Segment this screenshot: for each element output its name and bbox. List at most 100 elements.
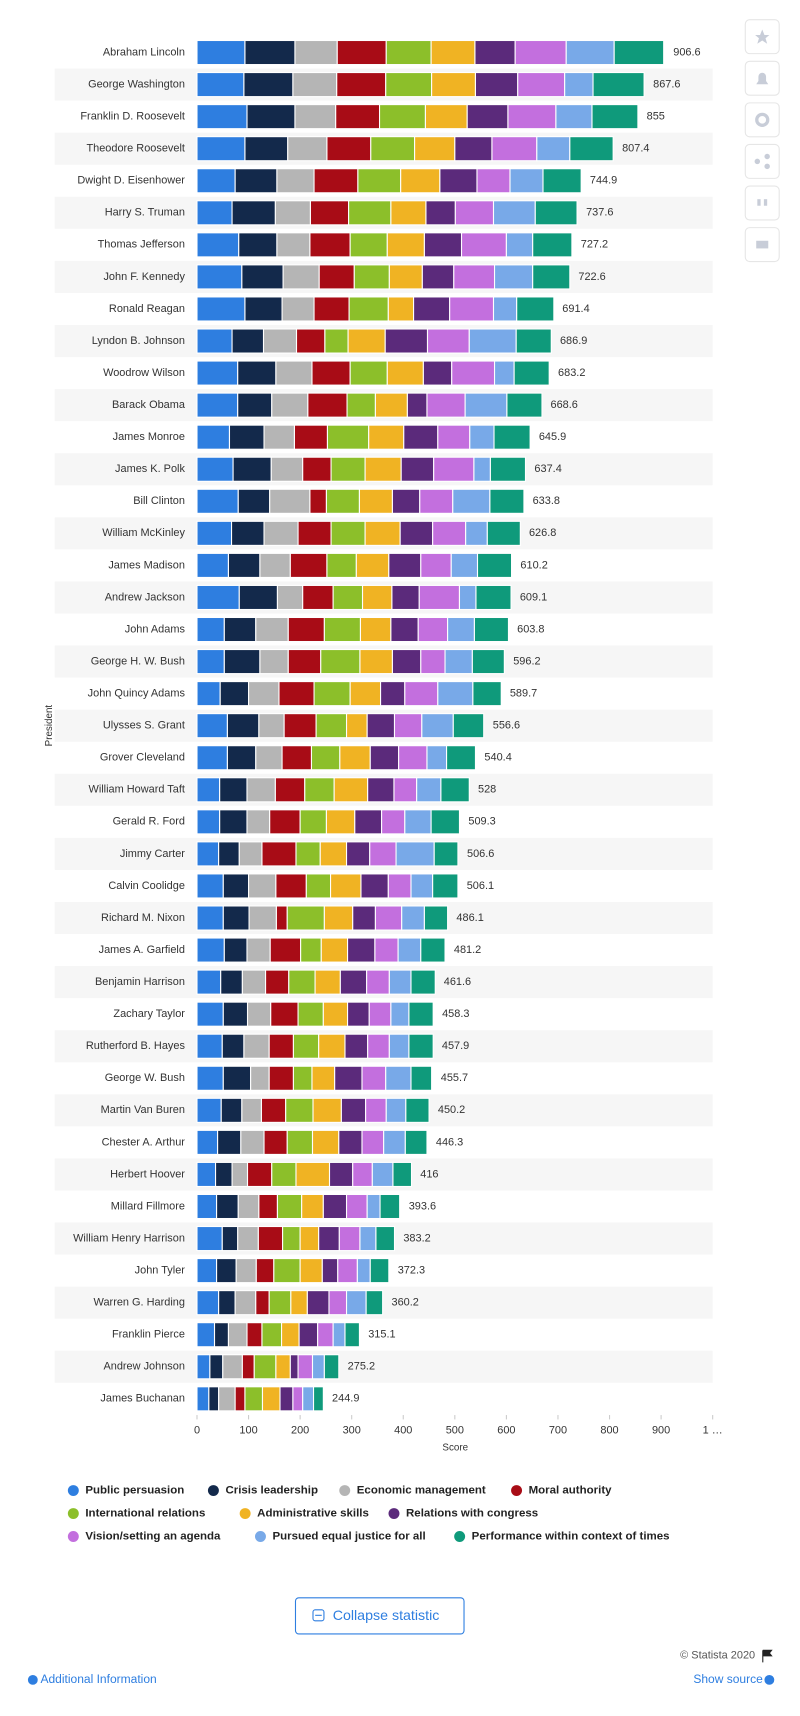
bar-segment	[569, 136, 614, 162]
legend-swatch	[339, 1485, 351, 1497]
bar-segment	[344, 1033, 369, 1059]
legend-label: Moral authority	[529, 1485, 613, 1497]
bar-segment	[196, 681, 221, 707]
bar-segment	[419, 488, 454, 514]
bar-segment	[395, 841, 435, 867]
total-label: 458.3	[442, 1008, 469, 1020]
bar-segment	[452, 488, 491, 514]
total-label: 509.3	[468, 816, 495, 828]
bar-segment	[300, 937, 322, 963]
bar-segment	[390, 200, 427, 226]
bar-segment	[196, 1161, 217, 1188]
bar-segment	[305, 873, 332, 899]
bar-segment	[354, 809, 383, 835]
bar-segment	[385, 39, 432, 66]
y-tick-label: James Buchanan	[100, 1393, 185, 1405]
bar-segment	[369, 841, 397, 867]
bar-segment	[466, 104, 509, 130]
bar-segment	[345, 1290, 367, 1316]
bar-segment	[196, 1065, 224, 1091]
bar-segment	[340, 1097, 367, 1123]
bar-segment	[404, 681, 439, 707]
bar-segment	[384, 328, 429, 354]
bar-segment	[337, 1258, 358, 1284]
bar-segment	[330, 520, 366, 546]
bar-segment	[241, 1097, 262, 1123]
bar-segment	[299, 1225, 320, 1252]
bar-segment	[223, 937, 248, 963]
bar-segment	[345, 713, 368, 739]
bar-segment	[358, 488, 393, 514]
bar-segment	[196, 648, 225, 675]
total-label: 668.6	[551, 399, 578, 411]
bar-segment	[218, 1290, 236, 1316]
y-tick-label: John F. Kennedy	[103, 271, 185, 283]
bar-segment	[302, 584, 334, 611]
bar-segment	[258, 713, 285, 739]
bar-segment	[515, 328, 552, 354]
total-label: 360.2	[391, 1297, 418, 1309]
legend-swatch	[67, 1531, 79, 1542]
legend-swatch	[454, 1531, 466, 1542]
total-label: 506.1	[467, 880, 494, 892]
bar-segment	[196, 232, 240, 258]
bar-segment	[326, 136, 372, 162]
total-label: 528	[478, 784, 496, 796]
bar-segment	[261, 1386, 281, 1412]
bar-segment	[379, 1193, 401, 1220]
bar-segment	[271, 392, 309, 418]
y-tick-label: Warren G. Harding	[94, 1297, 185, 1309]
bar-segment	[326, 552, 357, 578]
bar-segment	[347, 937, 376, 963]
bar-segment	[313, 681, 351, 707]
x-tick-label: 1 …	[703, 1424, 723, 1436]
bar-segment	[322, 1193, 348, 1220]
bar-segment	[391, 584, 420, 611]
bar-segment	[565, 39, 615, 66]
settings-button[interactable]	[744, 102, 780, 138]
bar-segment	[196, 873, 224, 899]
bar-segment	[352, 1161, 373, 1188]
bar-segment	[226, 745, 257, 771]
bar-segment	[312, 1097, 342, 1123]
bar-segment	[263, 520, 299, 546]
y-tick-label: Andrew Johnson	[103, 1361, 184, 1373]
bar-segment	[196, 296, 246, 322]
legend-swatch	[239, 1508, 251, 1520]
bar-segment	[433, 456, 475, 482]
cite-button[interactable]	[744, 185, 780, 221]
total-label: 737.6	[586, 207, 613, 219]
bar-segment	[299, 1258, 323, 1284]
bar-segment	[246, 1001, 272, 1027]
bar-segment	[226, 713, 260, 739]
collapse-button[interactable]: Collapse statistic	[294, 1597, 465, 1635]
legend-swatch	[388, 1508, 400, 1520]
bar-segment	[418, 584, 461, 611]
bar-segment	[231, 1161, 249, 1188]
bar-segment	[246, 104, 296, 130]
bar-segment	[283, 713, 317, 739]
bar-segment	[365, 1097, 387, 1123]
y-tick-label: Grover Cleveland	[100, 752, 185, 764]
total-label: 626.8	[529, 527, 556, 539]
bar-segment	[532, 232, 573, 258]
bar-segment	[613, 39, 665, 66]
bar-segment	[375, 1225, 396, 1252]
bar-segment	[220, 1097, 243, 1123]
additional-info-link[interactable]: Additional Information	[40, 1672, 156, 1686]
show-source-link[interactable]: Show source	[693, 1672, 763, 1686]
bar-segment	[399, 520, 434, 546]
bar-segment	[476, 168, 511, 194]
bar-segment	[282, 1225, 301, 1252]
total-label: 481.2	[454, 944, 481, 956]
bar-segment	[468, 328, 517, 354]
y-tick-label: William Howard Taft	[89, 784, 185, 796]
bar-segment	[413, 296, 451, 322]
share-button[interactable]	[744, 143, 780, 179]
bar-segment	[228, 424, 265, 450]
y-tick-label: Chester A. Arthur	[102, 1136, 186, 1148]
bar-segment	[282, 264, 320, 290]
bar-segment	[196, 809, 221, 835]
bar-segment	[288, 969, 316, 995]
